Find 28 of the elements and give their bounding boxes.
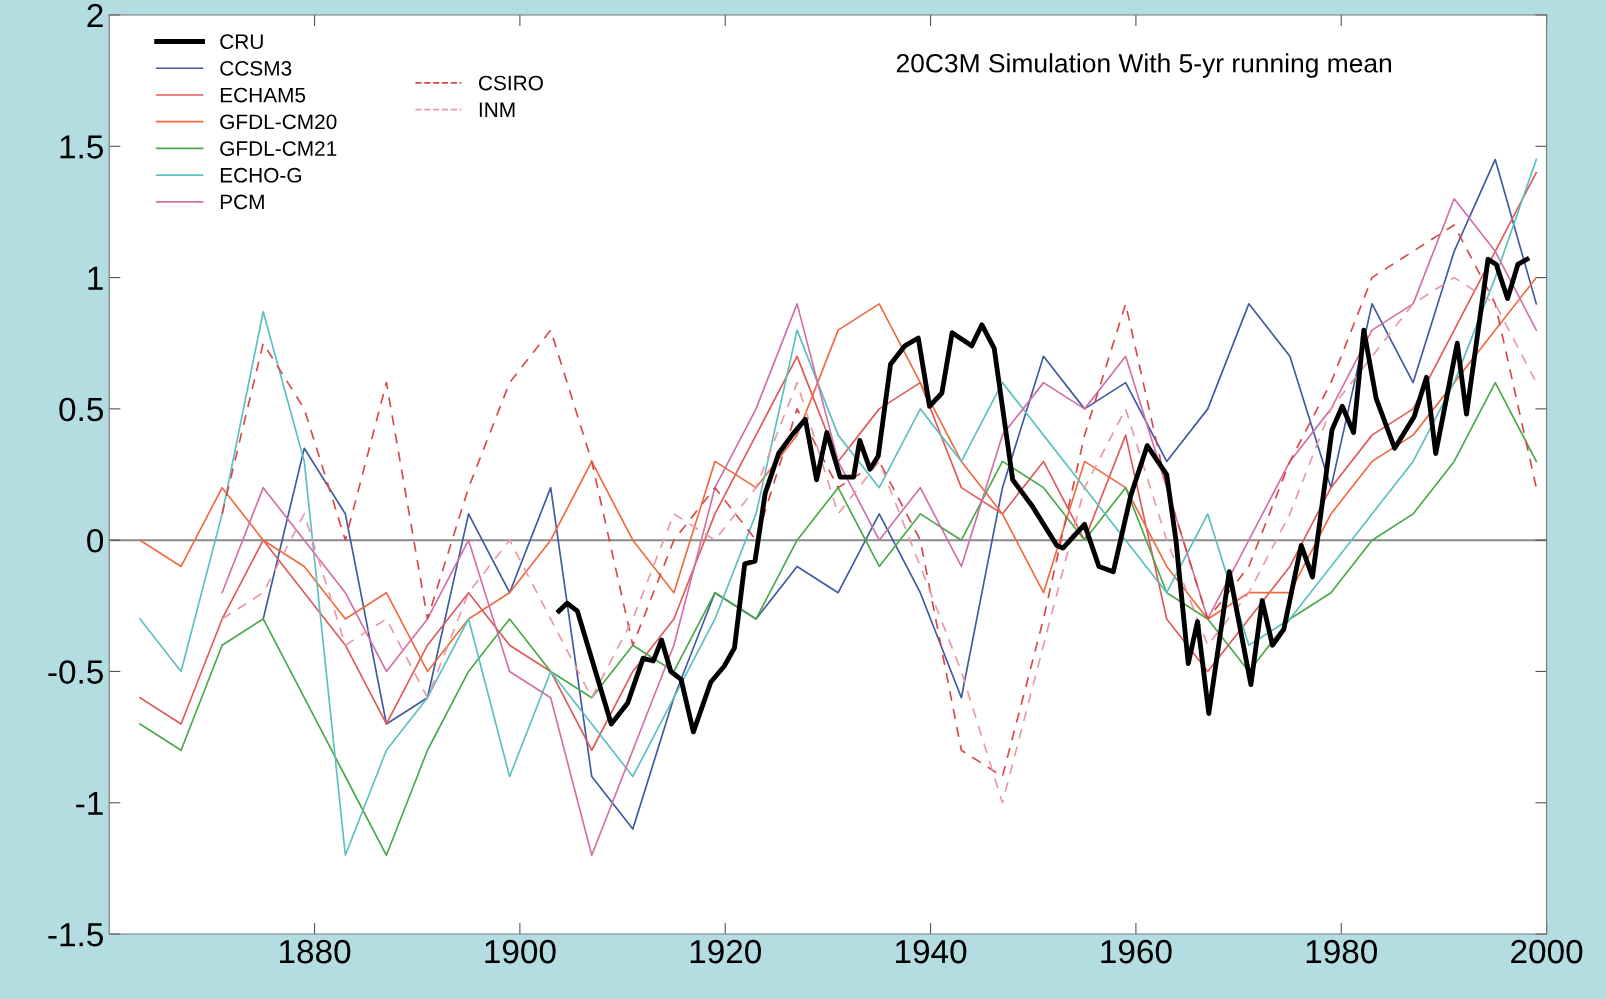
line-series <box>556 256 1530 735</box>
y-tick-label: 1.5 <box>60 135 103 159</box>
y-tick-label: 1 <box>88 266 103 290</box>
x-tick-label: 1940 <box>896 939 967 964</box>
y-tick-label: -0.5 <box>48 660 103 684</box>
x-tick-label: 1980 <box>1306 939 1378 964</box>
x-tick-label: 1880 <box>280 939 351 964</box>
x-tick-label: 1960 <box>1101 939 1172 964</box>
legend-label: ECHO-G <box>220 167 301 183</box>
y-tick-label: -1.5 <box>48 923 103 947</box>
x-tick-label: 2000 <box>1511 939 1583 964</box>
line-series <box>139 276 1538 673</box>
legend-label: CSIRO <box>478 75 543 91</box>
text: 20C3M Simulation With 5-yr running mean <box>896 53 1392 78</box>
legend-label: INM <box>479 102 515 117</box>
legend-label: PCM <box>220 194 264 210</box>
y-tick-label: 0.5 <box>59 397 103 422</box>
y-tick-label: -1 <box>76 791 103 815</box>
x-tick-label: 1920 <box>690 939 761 964</box>
legend-label: GFDL-CM21 <box>220 141 337 156</box>
line-series <box>139 381 1538 857</box>
y-tick-label: 2 <box>87 3 103 28</box>
legend-label: CCSM3 <box>220 61 292 76</box>
y-tick-label: 0 <box>87 528 104 553</box>
legend-label: GFDL-CM20 <box>220 114 337 130</box>
x-tick-label: 1900 <box>485 939 556 964</box>
legend-label: CRU <box>220 34 263 50</box>
legend-label: ECHAM5 <box>220 87 306 103</box>
